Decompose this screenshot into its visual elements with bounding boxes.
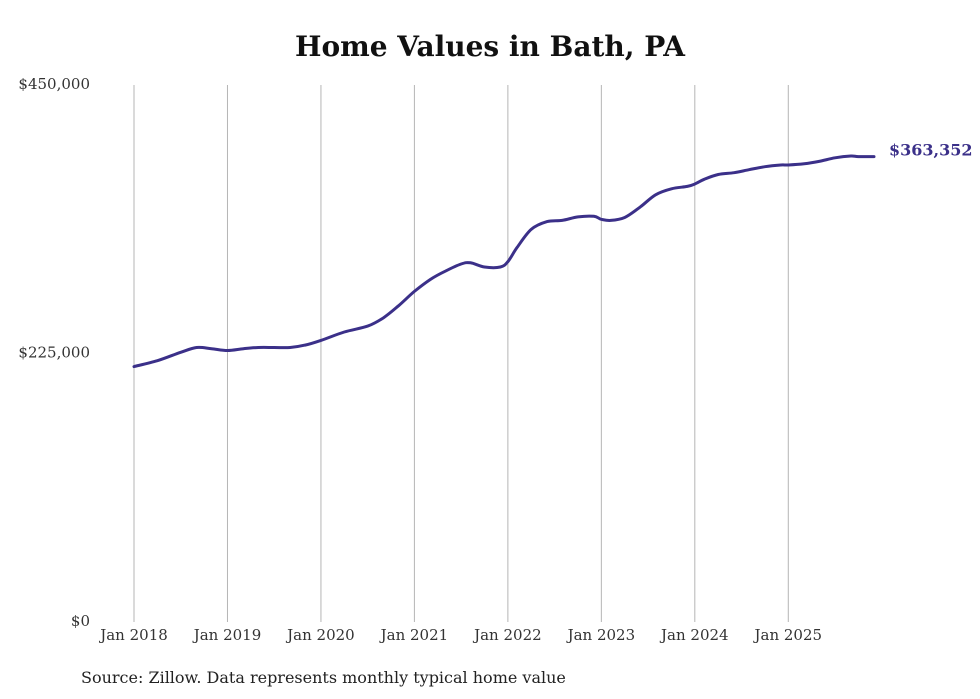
x-tick-label: Jan 2018 [98, 626, 168, 644]
x-axis: Jan 2018 Jan 2019 Jan 2020 Jan 2021 Jan 2022… [98, 626, 822, 644]
end-value-label: $363,352 [889, 141, 973, 160]
chart-title: Home Values in Bath, PA [294, 30, 686, 63]
series: $363,352 [132, 141, 973, 369]
x-tick-label: Jan 2022 [472, 626, 542, 644]
x-tick-label: Jan 2019 [192, 626, 262, 644]
y-tick-label: $450,000 [18, 75, 90, 93]
x-tick-label: Jan 2023 [566, 626, 636, 644]
y-axis: $0 $225,000 $450,000 [18, 75, 90, 630]
y-tick-label: $225,000 [18, 344, 90, 362]
x-tick-label: Jan 2021 [379, 626, 449, 644]
x-tick-label: Jan 2025 [753, 626, 823, 644]
gridlines [133, 85, 789, 622]
y-tick-label: $0 [71, 612, 90, 630]
source-note: Source: Zillow. Data represents monthly … [81, 668, 566, 687]
series-line [132, 154, 876, 369]
x-tick-label: Jan 2024 [659, 626, 729, 644]
x-tick-label: Jan 2020 [285, 626, 355, 644]
